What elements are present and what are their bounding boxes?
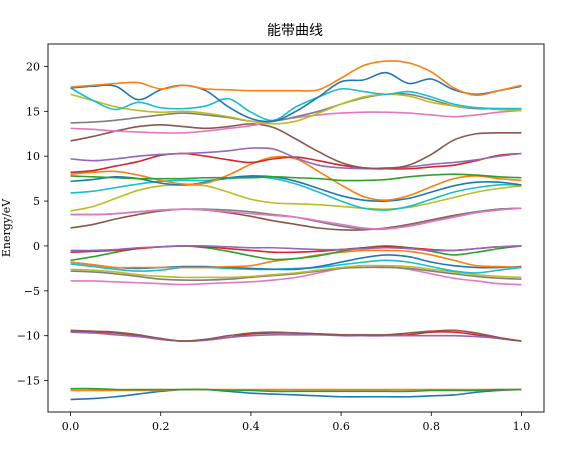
band-line-6 (70, 329, 522, 342)
band-line-9 (70, 264, 522, 279)
band-line-21 (70, 175, 522, 202)
band-line-1 (70, 388, 522, 401)
band-line-22 (70, 155, 522, 201)
band-line-2 (70, 388, 522, 392)
band-line-3 (70, 387, 522, 393)
band-line-18 (70, 207, 522, 230)
band-line-10 (70, 259, 522, 274)
band-line-27 (70, 109, 522, 134)
y-tick-label: 5 (33, 195, 40, 208)
band-line-8 (70, 266, 522, 281)
x-tick-label: 0.2 (152, 420, 170, 433)
y-tick-label: 10 (26, 150, 40, 163)
x-tick-label: 0.0 (62, 420, 80, 433)
band-line-20 (70, 176, 522, 211)
chart-title: 能带曲线 (267, 23, 323, 39)
y-tick-label: −10 (17, 330, 40, 343)
y-tick-label: 20 (26, 60, 40, 73)
band-line-28 (70, 92, 522, 124)
x-tick-label: 0.6 (332, 420, 350, 433)
y-tick-label: 15 (26, 105, 40, 118)
band-line-15 (70, 245, 522, 252)
y-tick-label: −5 (24, 285, 40, 298)
band-line-23 (70, 173, 522, 182)
band-line-5 (70, 331, 522, 342)
band-line-32 (70, 60, 522, 96)
plot-frame (47, 43, 545, 413)
band-line-7 (70, 264, 522, 286)
series-layer (70, 60, 522, 401)
band-line-24 (70, 152, 522, 174)
x-tick-label: 0.8 (423, 420, 441, 433)
band-line-25 (70, 147, 522, 170)
band-line-29 (70, 93, 522, 125)
band-line-19 (70, 184, 522, 212)
band-line-16 (70, 207, 522, 231)
y-tick-label: 0 (33, 240, 40, 253)
y-tick-label: −15 (17, 375, 40, 388)
band-line-31 (70, 71, 522, 123)
y-axis-label: Energy/eV (0, 198, 13, 257)
band-line-26 (70, 123, 522, 170)
x-tick-label: 0.4 (242, 420, 260, 433)
band-line-30 (70, 87, 522, 122)
ticks-layer: 0.0 0.2 0.4 0.6 0.8 1.0 −15 −10 −5 0 5 10 15 20 (17, 60, 530, 433)
x-tick-label: 1.0 (513, 420, 531, 433)
